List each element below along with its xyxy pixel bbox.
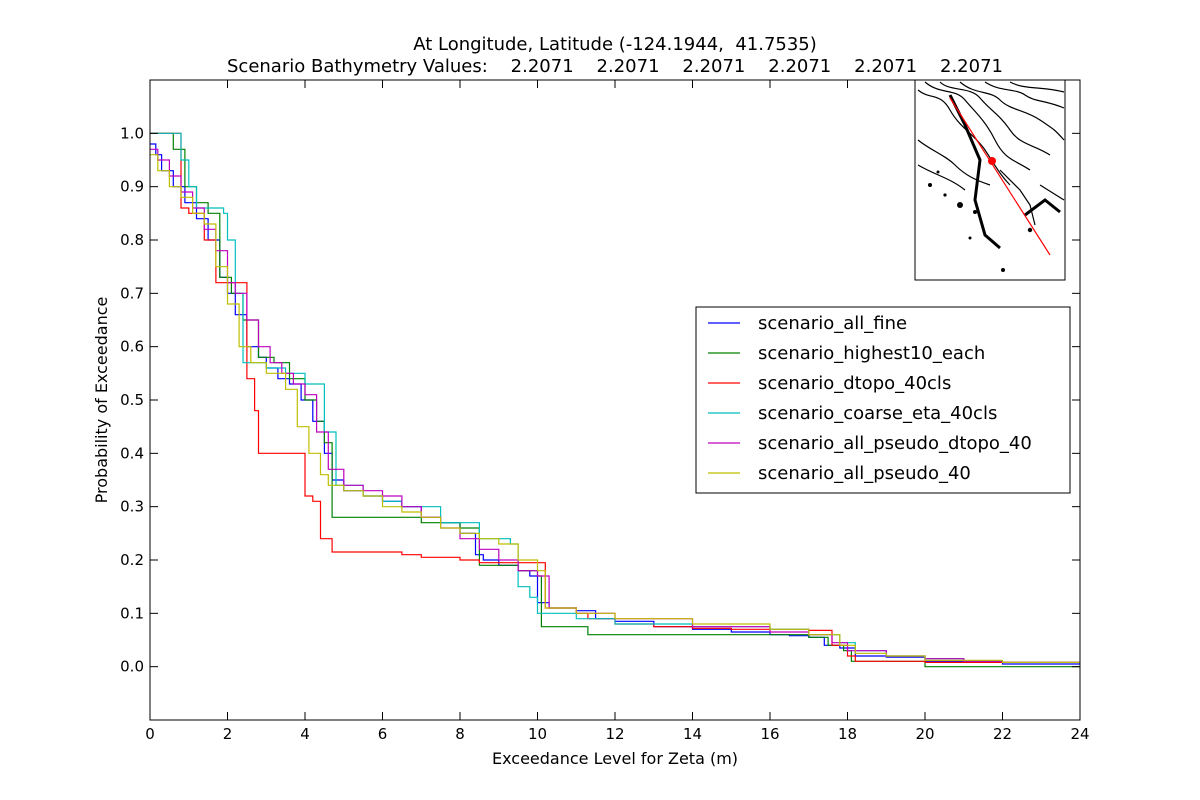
y-tick-label: 0.4: [120, 444, 144, 462]
legend-box: [695, 306, 1071, 494]
y-tick-label: 0.6: [120, 338, 144, 356]
legend-label: scenario_highest10_each: [758, 343, 985, 364]
legend-label: scenario_all_fine: [758, 313, 907, 334]
y-tick-label: 0.7: [120, 284, 144, 302]
x-tick-label: 2: [223, 725, 233, 743]
legend: scenario_all_fine scenario_highest10_each…: [695, 306, 1071, 494]
x-tick-label: 16: [760, 725, 779, 743]
x-axis-label: Exceedance Level for Zeta (m): [492, 749, 738, 768]
x-tick-label: 18: [838, 725, 857, 743]
x-tick-label: 8: [455, 725, 465, 743]
x-tick-label: 14: [683, 725, 702, 743]
y-tick-label: 0.9: [120, 178, 144, 196]
legend-label: scenario_coarse_eta_40cls: [758, 403, 997, 424]
x-tick-label: 22: [993, 725, 1012, 743]
inset-map: [914, 79, 1066, 281]
y-tick-label: 0.0: [120, 658, 144, 676]
x-tick-label: 20: [915, 725, 934, 743]
x-tick-label: 12: [605, 725, 624, 743]
series-line-scenario_all_pseudo_40: [150, 154, 1080, 664]
y-tick-label: 0.5: [120, 391, 144, 409]
legend-label: scenario_dtopo_40cls: [758, 373, 951, 394]
chart-title-line2: Scenario Bathymetry Values: 2.2071 2.207…: [227, 56, 1003, 77]
x-tick-label: 24: [1070, 725, 1089, 743]
legend-label: scenario_all_pseudo_dtopo_40: [758, 433, 1032, 454]
x-tick-label: 0: [145, 725, 155, 743]
legend-label: scenario_all_pseudo_40: [758, 463, 971, 484]
y-tick-label: 0.8: [120, 231, 144, 249]
x-tick-label: 6: [378, 725, 388, 743]
y-tick-label: 1.0: [120, 124, 144, 142]
y-axis-label: Probability of Exceedance: [92, 297, 111, 504]
x-axis-ticks: 0 2 4 6 8 10 12 14 16 18 20 22 24: [145, 80, 1090, 743]
y-tick-label: 0.1: [120, 604, 144, 622]
y-tick-label: 0.2: [120, 551, 144, 569]
x-tick-label: 4: [300, 725, 310, 743]
x-tick-label: 10: [528, 725, 547, 743]
chart-title-line1: At Longitude, Latitude (-124.1944, 41.75…: [413, 34, 817, 55]
series-lines: [150, 132, 1080, 668]
y-axis-ticks: 0.0 0.1 0.2 0.3 0.4 0.5 0.6 0.7 0.8 0.9 1.0: [120, 124, 1080, 676]
y-tick-label: 0.3: [120, 498, 144, 516]
